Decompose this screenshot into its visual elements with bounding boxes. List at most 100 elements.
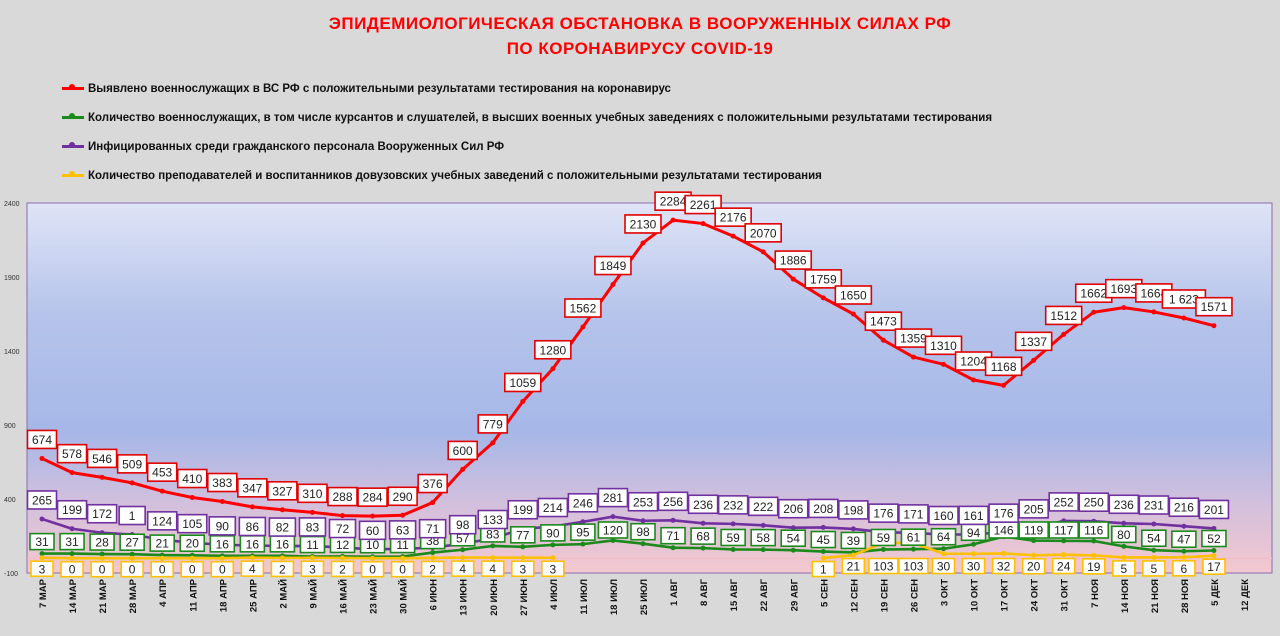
- data-point: [640, 518, 646, 524]
- data-label: 1473: [864, 311, 903, 331]
- data-label: 31: [59, 532, 85, 551]
- data-label-box: [210, 560, 235, 578]
- data-point: [219, 555, 225, 561]
- data-label: 116: [1078, 521, 1110, 539]
- data-label: 120: [597, 521, 629, 539]
- data-label-box: [1044, 305, 1083, 326]
- data-label-box: [267, 481, 298, 501]
- data-point: [1031, 552, 1037, 558]
- data-label-text: 80: [1117, 528, 1131, 542]
- x-tick-label: 25 ИЮЛ: [639, 579, 650, 615]
- x-tick-label: 4 ИЮЛ: [549, 579, 560, 610]
- data-label: 1168: [984, 356, 1023, 377]
- data-point: [279, 507, 285, 513]
- data-label: 0: [120, 560, 144, 578]
- x-tick-label: 28 НОЯ: [1180, 579, 1191, 613]
- data-label-box: [420, 560, 445, 578]
- data-label-text: 172: [92, 507, 112, 521]
- x-tick-label: 25 АПР: [248, 578, 259, 612]
- legend-swatch: [62, 142, 84, 148]
- data-label-box: [1048, 521, 1079, 539]
- data-point: [910, 546, 916, 552]
- data-label-text: 98: [636, 525, 650, 539]
- data-label-text: 21: [847, 560, 861, 574]
- data-label: 2: [420, 560, 445, 578]
- data-point: [99, 474, 105, 480]
- data-point: [430, 555, 436, 561]
- data-label: 4: [480, 560, 505, 577]
- data-label: 90: [540, 524, 566, 542]
- data-point: [580, 541, 586, 547]
- data-label-text: 208: [813, 502, 833, 516]
- legend-swatch: [62, 171, 84, 177]
- data-label-box: [150, 560, 174, 578]
- data-label-text: 1059: [509, 376, 536, 390]
- data-label: 1: [811, 560, 836, 578]
- data-label-box: [597, 487, 629, 508]
- data-label-text: 410: [182, 472, 202, 486]
- data-label-box: [297, 483, 328, 504]
- data-label: 3: [30, 560, 54, 578]
- data-label-box: [624, 214, 662, 234]
- data-label-box: [841, 557, 866, 575]
- data-label: 5: [1112, 560, 1136, 577]
- data-point: [730, 233, 736, 239]
- data-label: 0: [360, 560, 385, 578]
- data-label-box: [1078, 492, 1110, 513]
- data-label: 1337: [1014, 331, 1053, 352]
- data-label-box: [811, 560, 836, 578]
- data-label-text: 2: [429, 562, 436, 576]
- data-label: 52: [1201, 529, 1227, 548]
- data-label-text: 1168: [991, 360, 1017, 374]
- data-label: 1310: [924, 335, 963, 356]
- data-label-box: [56, 443, 88, 464]
- data-label-text: 21: [156, 537, 170, 551]
- data-point: [460, 547, 466, 553]
- data-label: 31: [29, 532, 55, 551]
- data-label-text: 176: [873, 507, 893, 521]
- data-label-text: 0: [159, 563, 166, 577]
- data-label-text: 27: [125, 536, 139, 550]
- data-label-box: [657, 491, 689, 512]
- data-label-box: [898, 504, 929, 524]
- legend-item-academies: Количество военнослужащих, в том числе к…: [62, 103, 992, 132]
- data-point: [249, 555, 255, 561]
- data-point: [1181, 523, 1187, 529]
- data-label-box: [208, 516, 237, 536]
- data-point: [520, 398, 526, 404]
- data-label-box: [86, 503, 118, 524]
- data-label: 83: [298, 517, 327, 537]
- data-point: [850, 552, 856, 558]
- data-point: [69, 526, 75, 532]
- data-label: 61: [900, 528, 927, 546]
- data-label: 71: [418, 518, 447, 539]
- data-label-box: [1048, 492, 1079, 512]
- data-label-text: 24: [1057, 560, 1071, 574]
- data-label-text: 231: [1144, 499, 1164, 513]
- data-label-box: [931, 557, 956, 575]
- series-line: [41, 556, 553, 560]
- data-label-box: [176, 468, 208, 489]
- data-label-box: [1138, 495, 1170, 515]
- data-label-text: 124: [152, 514, 172, 528]
- data-label-text: 83: [486, 527, 500, 541]
- x-tick-label: 20 ИЮН: [489, 579, 500, 616]
- data-label: 27: [119, 533, 145, 552]
- data-label-box: [747, 496, 779, 517]
- data-label: 5: [1142, 560, 1166, 577]
- chart-title-line2: ПО КОРОНАВИРУСУ COVID-19: [506, 39, 774, 58]
- data-point: [1211, 323, 1217, 329]
- data-point: [1091, 309, 1097, 315]
- data-label-box: [1141, 529, 1167, 548]
- data-point: [880, 546, 886, 552]
- data-label: 216: [1168, 497, 1200, 518]
- data-label-box: [240, 560, 265, 577]
- data-label-box: [207, 472, 238, 493]
- data-label-box: [1201, 529, 1227, 548]
- data-point: [700, 545, 706, 551]
- data-label: 0: [180, 560, 205, 578]
- data-label-box: [750, 528, 777, 547]
- data-label-text: 347: [242, 481, 262, 495]
- y-tick-label: 1400: [4, 349, 20, 356]
- data-label-box: [984, 356, 1023, 377]
